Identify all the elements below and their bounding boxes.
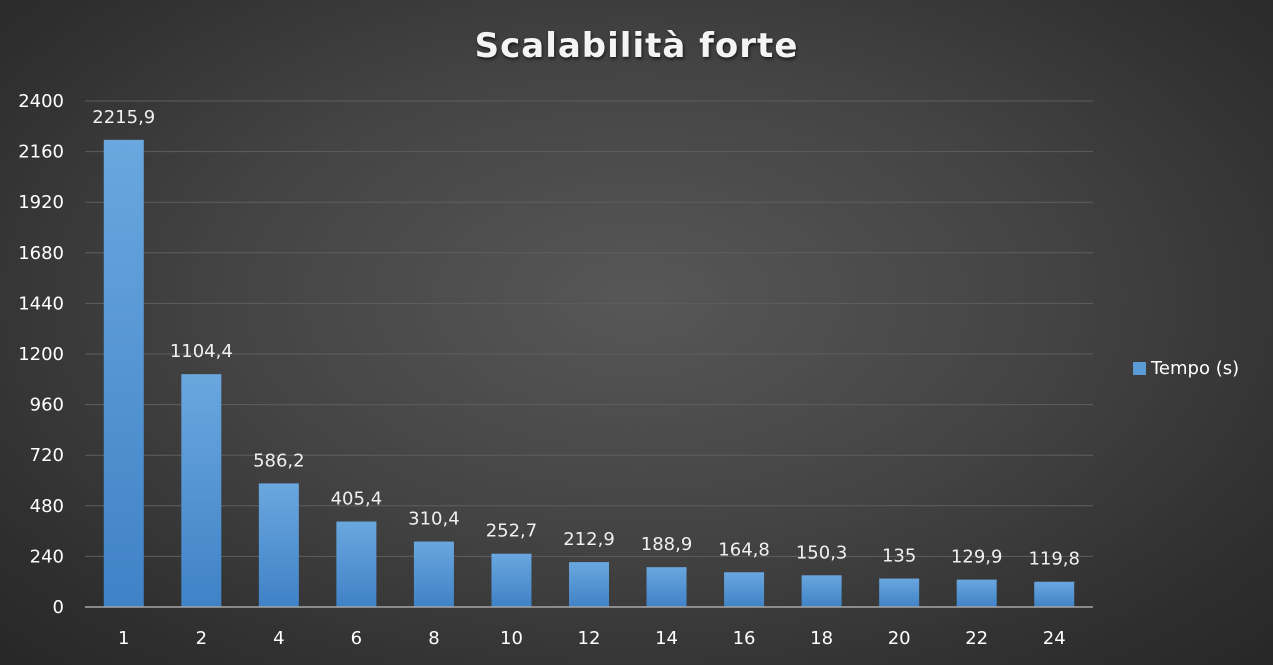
legend-swatch-icon bbox=[1133, 362, 1146, 375]
bar bbox=[1034, 581, 1075, 607]
y-tick-label: 960 bbox=[30, 395, 64, 416]
y-tick-label: 0 bbox=[53, 597, 64, 618]
data-label: 129,9 bbox=[951, 547, 1003, 568]
bar bbox=[491, 553, 532, 607]
data-label: 188,9 bbox=[641, 534, 693, 555]
data-label: 212,9 bbox=[563, 529, 615, 550]
bar bbox=[103, 139, 144, 607]
y-tick-label: 2400 bbox=[18, 91, 64, 112]
bars bbox=[103, 139, 1075, 607]
y-tick-label: 1920 bbox=[18, 192, 64, 213]
bar bbox=[801, 575, 842, 607]
y-tick-label: 1200 bbox=[18, 344, 64, 365]
y-tick-label: 1440 bbox=[18, 293, 64, 314]
data-labels: 2215,9 1104,4 586,2 405,4 310,4 252,7 212,9 188… bbox=[92, 107, 1080, 570]
data-label: 150,3 bbox=[796, 542, 848, 563]
bar bbox=[181, 374, 222, 607]
legend: Tempo (s) bbox=[1133, 358, 1239, 379]
bar bbox=[336, 521, 377, 607]
y-tick-label: 720 bbox=[30, 445, 64, 466]
x-tick-label: 16 bbox=[733, 628, 756, 649]
legend-label: Tempo (s) bbox=[1151, 358, 1240, 379]
x-tick-label: 4 bbox=[273, 628, 284, 649]
x-tick-label: 14 bbox=[655, 628, 678, 649]
x-tick-label: 24 bbox=[1043, 628, 1066, 649]
x-tick-label: 20 bbox=[888, 628, 911, 649]
bar bbox=[646, 567, 687, 607]
y-tick-label: 1680 bbox=[18, 243, 64, 264]
gridlines bbox=[85, 100, 1093, 557]
data-label: 135 bbox=[882, 546, 916, 567]
data-label: 119,8 bbox=[1028, 549, 1080, 570]
bar bbox=[569, 562, 609, 607]
x-tick-label: 2 bbox=[196, 628, 207, 649]
data-label: 586,2 bbox=[253, 450, 305, 471]
x-tick-label: 22 bbox=[965, 628, 988, 649]
bar bbox=[724, 572, 765, 607]
data-label: 164,8 bbox=[718, 539, 770, 560]
y-tick-label: 480 bbox=[30, 496, 64, 517]
y-tick-label: 2160 bbox=[18, 142, 64, 163]
bar bbox=[413, 541, 454, 607]
data-label: 310,4 bbox=[408, 509, 460, 530]
x-tick-label: 10 bbox=[500, 628, 523, 649]
x-tick-label: 8 bbox=[428, 628, 439, 649]
y-tick-label: 240 bbox=[30, 546, 64, 567]
data-label: 252,7 bbox=[486, 521, 538, 542]
bar bbox=[879, 578, 920, 607]
chart-title: Scalabilità forte bbox=[474, 26, 799, 66]
data-label: 1104,4 bbox=[170, 341, 233, 362]
x-tick-label: 1 bbox=[118, 628, 129, 649]
data-label: 405,4 bbox=[331, 489, 383, 510]
bar bbox=[956, 579, 997, 607]
x-tick-label: 12 bbox=[578, 628, 601, 649]
x-tick-label: 18 bbox=[810, 628, 833, 649]
x-tick-label: 6 bbox=[351, 628, 362, 649]
data-label: 2215,9 bbox=[92, 107, 155, 128]
bar bbox=[258, 483, 299, 607]
